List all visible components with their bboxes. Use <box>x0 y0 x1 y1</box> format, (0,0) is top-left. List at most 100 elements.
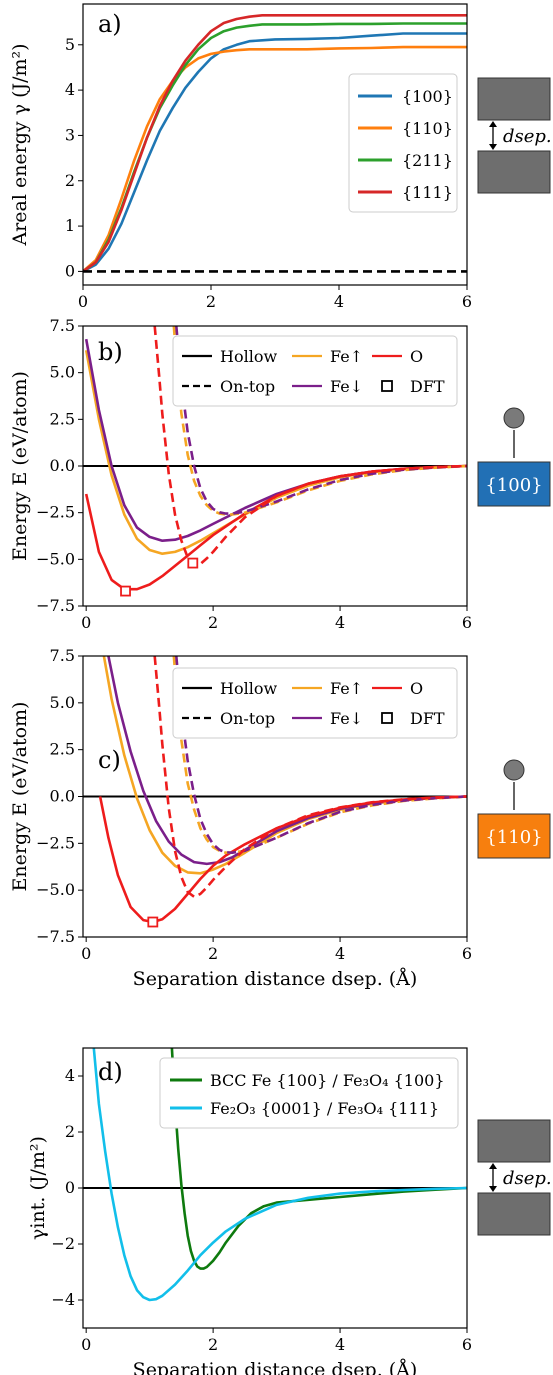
legend-label: BCC Fe {100} / Fe₃O₄ {100} <box>210 1071 445 1090</box>
series-line-3 <box>98 795 467 924</box>
panel-label: b) <box>98 338 123 366</box>
panel-3: 0 2 4 6 −4 −2 0 2 4 γint. (J/m²) Separation distan… <box>27 1047 552 1375</box>
y-tick-label: 4 <box>65 80 75 99</box>
legend-box <box>159 1057 459 1129</box>
legend-label: {111} <box>402 183 453 202</box>
schematic: {110} <box>477 759 551 859</box>
y-tick-label: 7.5 <box>50 316 75 335</box>
axes-frame <box>82 3 468 286</box>
arrow-head-down <box>489 1186 497 1192</box>
legend: {100} {110} {211} {111} <box>348 73 458 213</box>
legend: Hollow On-top Fe↑ Fe↓ O DFT <box>172 335 458 407</box>
panel-label: a) <box>98 10 122 38</box>
y-tick-label: 5.0 <box>50 693 75 712</box>
arrow-head-down <box>489 144 497 150</box>
legend-label: O <box>410 347 423 366</box>
legend-label: Fe↑ <box>330 347 363 366</box>
x-axis-label: Separation distance dsep. (Å) <box>133 1359 418 1375</box>
y-tick-label: −2 <box>51 1234 75 1253</box>
x-tick-label: 6 <box>462 1335 472 1354</box>
x-tick-label: 2 <box>208 944 218 963</box>
x-tick-label: 2 <box>206 292 216 311</box>
x-tick-label: 2 <box>208 613 218 632</box>
separation-label: dsep. <box>503 1168 552 1189</box>
y-axis-label: Energy E (eV/atom) <box>9 702 31 892</box>
panel-label: c) <box>98 746 121 774</box>
legend-label: On-top <box>220 377 275 396</box>
y-tick-label: −5.0 <box>36 880 75 899</box>
panel-1: 0 2 4 6 −7.5 −5.0 −2.5 0.0 2.5 5.0 7.5 Energy E (eV… <box>9 316 551 632</box>
y-axis-label: Areal energy γ (J/m²) <box>9 43 31 246</box>
surface-label: {100} <box>485 475 542 496</box>
slab-top <box>477 77 551 121</box>
x-tick-label: 4 <box>335 613 345 632</box>
y-tick-label: −2.5 <box>36 503 75 522</box>
x-tick-label: 0 <box>81 613 91 632</box>
y-tick-label: −2.5 <box>36 833 75 852</box>
y-tick-label: 0 <box>65 261 75 280</box>
y-tick-label: 2.5 <box>50 409 75 428</box>
surface-block <box>477 461 551 507</box>
y-tick-label: 0.0 <box>50 456 75 475</box>
y-tick-label: 3 <box>65 125 75 144</box>
plot-area <box>83 656 467 928</box>
plot-area <box>83 14 467 273</box>
surface-block <box>477 813 551 859</box>
y-tick-label: 0.0 <box>50 787 75 806</box>
series-line-5 <box>175 656 467 855</box>
legend-label: On-top <box>220 709 275 728</box>
series-line-3 <box>84 464 467 591</box>
y-tick-label: −7.5 <box>36 596 75 615</box>
y-tick-label: 2 <box>65 1122 75 1141</box>
legend-box <box>348 73 458 213</box>
y-tick-label: −5.0 <box>36 549 75 568</box>
series-line-6 <box>153 656 467 899</box>
legend-label: Fe↓ <box>330 709 363 728</box>
legend-label: Hollow <box>220 347 277 366</box>
y-tick-label: 1 <box>65 216 75 235</box>
legend-label: DFT <box>410 709 445 728</box>
x-tick-label: 4 <box>334 292 344 311</box>
legend-label: Fe₂O₃ {0001} / Fe₃O₄ {111} <box>210 1099 439 1118</box>
schematic: {100} <box>477 407 551 507</box>
y-tick-label: 0 <box>65 1178 75 1197</box>
legend-marker <box>381 712 393 724</box>
schematic: dsep. <box>477 1119 552 1236</box>
series-line-2 <box>92 1048 467 1302</box>
x-tick-label: 2 <box>208 1335 218 1354</box>
x-tick-label: 0 <box>81 944 91 963</box>
panel-label: d) <box>98 1058 123 1086</box>
legend-label: Hollow <box>220 679 277 698</box>
y-tick-label: 7.5 <box>50 646 75 665</box>
y-tick-label: −7.5 <box>36 927 75 946</box>
plot-area <box>83 1048 467 1302</box>
x-tick-label: 0 <box>81 1335 91 1354</box>
series-line-6 <box>153 326 467 567</box>
surface-label: {110} <box>485 827 542 848</box>
x-tick-label: 4 <box>335 1335 345 1354</box>
legend-label: Fe↓ <box>330 377 363 396</box>
arrow-head-up <box>489 121 497 127</box>
x-axis-label: Separation distance dsep. (Å) <box>133 968 418 990</box>
legend: BCC Fe {100} / Fe₃O₄ {100} Fe₂O₃ {0001} /… <box>159 1057 459 1129</box>
dft-point-1 <box>187 557 199 569</box>
arrow-head-up <box>489 1163 497 1169</box>
plot-area <box>83 326 467 597</box>
legend-marker <box>381 380 393 392</box>
separation-label: dsep. <box>503 126 552 147</box>
x-tick-label: 6 <box>462 613 472 632</box>
x-tick-label: 6 <box>462 944 472 963</box>
dft-point-0 <box>120 585 131 597</box>
dft-point-0 <box>147 916 159 928</box>
x-tick-label: 6 <box>462 292 472 311</box>
series-line-3 <box>83 14 467 273</box>
slab-bottom <box>477 150 551 194</box>
panel-2: 0 2 4 6 −7.5 −5.0 −2.5 0.0 2.5 5.0 7.5 Energy E (eV… <box>9 646 551 990</box>
y-tick-label: 2 <box>65 171 75 190</box>
legend: Hollow On-top Fe↑ Fe↓ O DFT <box>172 667 458 739</box>
x-tick-label: 4 <box>335 944 345 963</box>
y-tick-label: −4 <box>51 1290 75 1309</box>
y-tick-label: 2.5 <box>50 740 75 759</box>
